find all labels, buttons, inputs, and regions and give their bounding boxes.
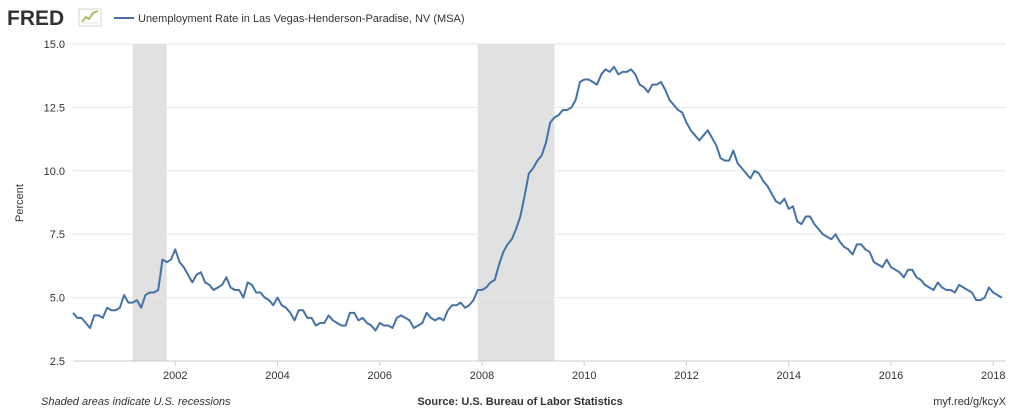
series-line — [72, 65, 1003, 332]
series-group — [72, 65, 1003, 332]
y-axis-title: Percent — [14, 184, 26, 222]
y-tick-label: 5.0 — [50, 293, 65, 305]
legend: Unemployment Rate in Las Vegas-Henderson… — [114, 13, 464, 25]
y-tick-label: 12.5 — [44, 102, 65, 114]
y-tick-label: 15.0 — [44, 39, 65, 51]
recession-band — [477, 44, 555, 361]
x-tick-label: 2008 — [470, 370, 494, 382]
x-tick-label: 2018 — [981, 370, 1005, 382]
x-tick-label: 2012 — [674, 370, 698, 382]
x-tick-label: 2002 — [163, 370, 187, 382]
fred-logo[interactable]: FRED — [7, 7, 102, 30]
fred-logo-text: FRED — [7, 7, 64, 30]
x-tick-label: 2014 — [776, 370, 800, 382]
y-axis-ticks: 2.5 5.0 7.5 10.0 12.5 15.0 — [44, 39, 65, 368]
recession-band — [132, 44, 167, 361]
line-chart-icon — [78, 8, 102, 27]
recession-shading — [132, 44, 555, 361]
legend-label: Unemployment Rate in Las Vegas-Henderson… — [138, 13, 464, 25]
source-credit: Source: U.S. Bureau of Labor Statistics — [417, 396, 622, 408]
y-tick-label: 7.5 — [50, 229, 65, 241]
x-tick-label: 2004 — [265, 370, 289, 382]
x-tick-label: 2016 — [879, 370, 903, 382]
short-link[interactable]: myf.red/g/kcyX — [933, 396, 1006, 408]
y-tick-label: 2.5 — [50, 356, 65, 368]
x-tick-label: 2010 — [572, 370, 596, 382]
y-tick-label: 10.0 — [44, 166, 65, 178]
recession-note: Shaded areas indicate U.S. recessions — [41, 396, 231, 408]
x-tick-label: 2006 — [367, 370, 391, 382]
x-axis-ticks: 2002 2004 2006 2008 2010 2012 2014 2016 2018 — [73, 360, 1006, 382]
